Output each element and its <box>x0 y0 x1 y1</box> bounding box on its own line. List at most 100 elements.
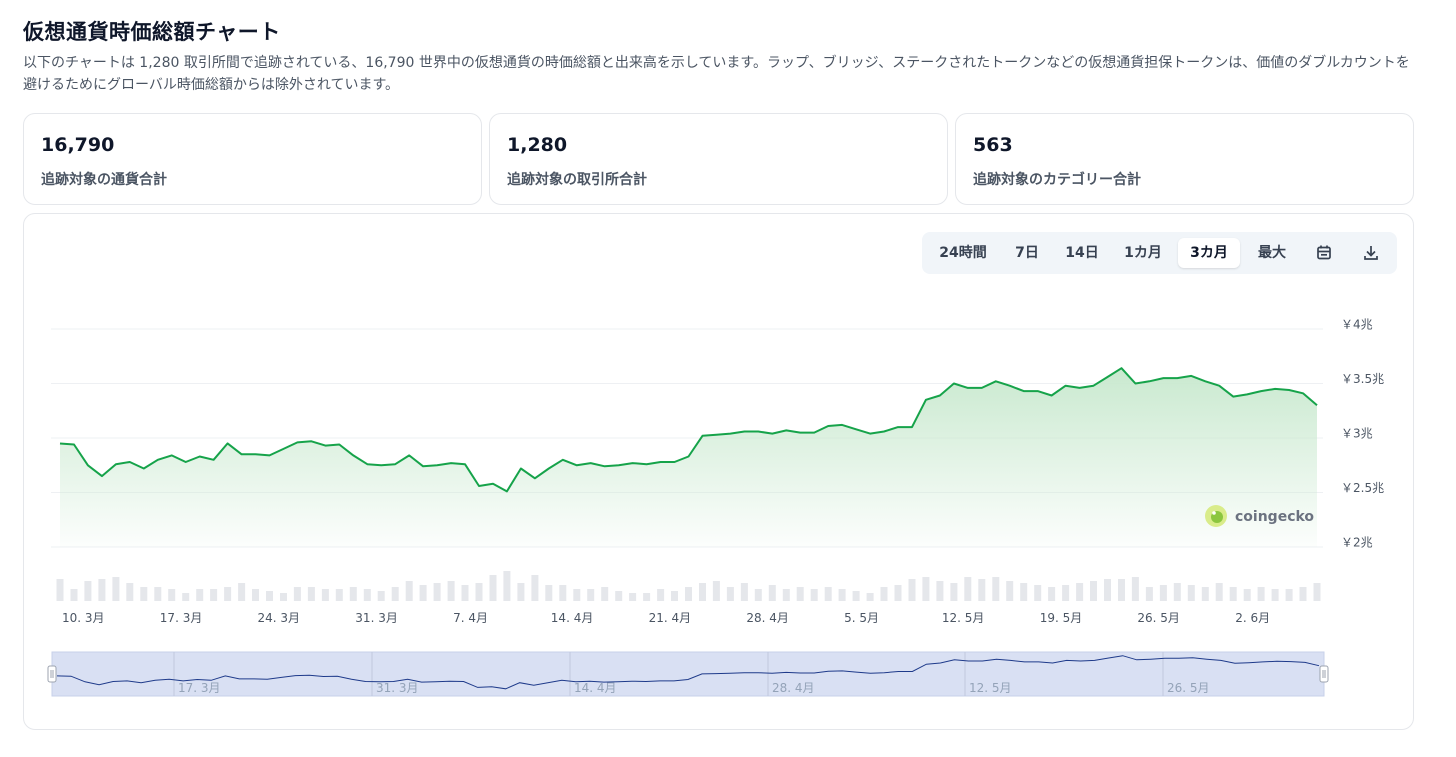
volume-bar <box>503 571 511 601</box>
volume-bar <box>182 593 190 601</box>
volume-bar <box>447 581 455 601</box>
volume-bar <box>321 589 329 601</box>
volume-bar <box>224 587 232 601</box>
volume-bar <box>280 593 287 601</box>
volume-bar <box>726 587 734 601</box>
volume-bar <box>391 587 399 601</box>
stat-card-exchanges: 1,280 追跡対象の取引所合計 <box>489 113 948 205</box>
volume-bar <box>154 587 162 601</box>
volume-bar <box>810 589 818 601</box>
volume-bar <box>922 577 930 601</box>
volume-bar <box>1048 587 1056 601</box>
range-button-14d[interactable]: 14日 <box>1065 245 1099 261</box>
range-button-7d[interactable]: 7日 <box>1015 245 1039 261</box>
volume-bar <box>1173 583 1181 601</box>
download-icon[interactable] <box>1356 238 1386 268</box>
market-cap-area <box>60 368 1317 547</box>
volume-bar <box>405 581 413 601</box>
calendar-icon[interactable] <box>1309 238 1339 268</box>
volume-bar <box>1131 577 1139 601</box>
volume-bar <box>1201 587 1209 601</box>
stat-value-exchanges: 1,280 <box>507 134 568 156</box>
x-axis-tick-label: 14. 4月 <box>551 611 594 625</box>
y-axis-tick-label: ￥3兆 <box>1341 427 1373 441</box>
stat-value-categories: 563 <box>973 134 1013 156</box>
volume-bar <box>56 579 64 601</box>
volume-bar <box>140 587 148 601</box>
volume-bar <box>754 589 762 601</box>
stat-label-categories: 追跡対象のカテゴリー合計 <box>973 172 1141 188</box>
volume-bar <box>824 587 832 601</box>
x-axis-tick-label: 31. 3月 <box>355 611 398 625</box>
volume-bar <box>699 583 706 601</box>
stat-label-coins: 追跡対象の通貨合計 <box>41 172 167 188</box>
navigator-left-handle[interactable] <box>47 665 57 683</box>
volume-bar <box>1229 587 1237 601</box>
volume-bar <box>712 581 720 601</box>
volume-bar <box>112 577 120 601</box>
volume-bar <box>908 579 916 601</box>
volume-bar <box>643 593 651 601</box>
volume-bar <box>782 589 790 601</box>
x-axis-tick-label: 26. 5月 <box>1137 611 1180 625</box>
y-axis-tick-label: ￥3.5兆 <box>1341 372 1384 386</box>
volume-bar <box>964 577 972 601</box>
market-cap-chart[interactable]: ￥2兆 ￥2.5兆 ￥3兆 ￥3.5兆 ￥4兆 coingecko 10. 3月 17. 3月… <box>24 214 1415 731</box>
navigator-line <box>56 655 1320 690</box>
navigator-tick-label: 28. 4月 <box>772 681 815 695</box>
volume-bar <box>629 593 637 601</box>
volume-bar <box>545 585 553 601</box>
page-title: 仮想通貨時価総額チャート <box>23 20 281 44</box>
stat-card-coins: 16,790 追跡対象の通貨合計 <box>23 113 482 205</box>
volume-bar <box>70 589 78 601</box>
volume-bar <box>84 581 92 601</box>
time-range-selector: 24時間 7日 14日 1カ月 3カ月 最大 <box>922 232 1397 274</box>
volume-bar <box>126 583 134 601</box>
volume-bar <box>349 587 357 601</box>
x-axis-tick-label: 21. 4月 <box>649 611 692 625</box>
volume-bar <box>1006 581 1014 601</box>
range-button-24h[interactable]: 24時間 <box>939 245 987 261</box>
volume-bar <box>866 593 874 601</box>
volume-bar <box>950 583 958 601</box>
volume-bar <box>1313 583 1321 601</box>
volume-bar <box>1062 585 1070 601</box>
volume-bar <box>1145 587 1153 601</box>
volume-bar <box>210 589 218 601</box>
x-axis-tick-label: 24. 3月 <box>258 611 301 625</box>
volume-bar <box>1271 589 1279 601</box>
navigator-tick-label: 26. 5月 <box>1167 681 1210 695</box>
volume-bar <box>252 589 259 601</box>
volume-bar <box>992 577 1000 601</box>
volume-bar <box>894 585 902 601</box>
volume-bar <box>238 583 246 601</box>
market-cap-chart-card: ￥2兆 ￥2.5兆 ￥3兆 ￥3.5兆 ￥4兆 coingecko 10. 3月 17. 3月… <box>23 213 1414 730</box>
volume-bar <box>936 581 944 601</box>
y-axis-tick-label: ￥2兆 <box>1341 536 1373 550</box>
volume-bar <box>1299 587 1307 601</box>
volume-bar <box>1076 583 1084 601</box>
handle-grip <box>1319 665 1329 683</box>
volume-bar <box>266 591 273 601</box>
range-button-3m[interactable]: 3カ月 <box>1178 238 1240 268</box>
volume-bar <box>559 585 567 601</box>
x-axis-tick-label: 28. 4月 <box>746 611 789 625</box>
volume-bar <box>880 587 888 601</box>
stat-label-exchanges: 追跡対象の取引所合計 <box>507 172 647 188</box>
volume-bar <box>838 589 846 601</box>
x-axis-tick-label: 19. 5月 <box>1040 611 1083 625</box>
coingecko-watermark: coingecko <box>1205 505 1314 527</box>
volume-bar <box>601 587 609 601</box>
volume-bar <box>573 589 581 601</box>
range-button-max[interactable]: 最大 <box>1258 245 1286 261</box>
volume-bar <box>796 587 804 601</box>
volume-bar <box>419 585 427 601</box>
volume-bar <box>1215 583 1223 601</box>
range-button-1m[interactable]: 1カ月 <box>1124 245 1162 261</box>
navigator-right-handle[interactable] <box>1319 665 1329 683</box>
volume-bar <box>1187 585 1195 601</box>
volume-bar <box>168 589 176 601</box>
volume-bar <box>363 589 371 601</box>
x-axis-tick-label: 17. 3月 <box>160 611 203 625</box>
